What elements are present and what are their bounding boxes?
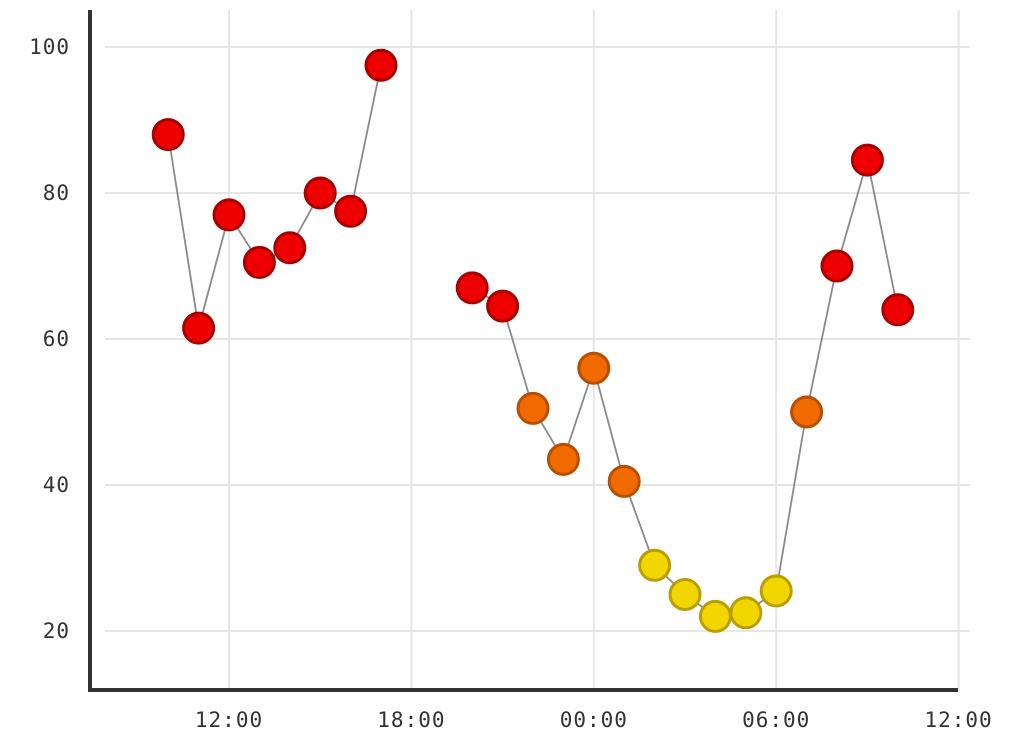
data-point[interactable]: [364, 48, 398, 82]
data-point[interactable]: [151, 118, 185, 152]
data-point[interactable]: [820, 249, 854, 283]
data-point[interactable]: [790, 395, 824, 429]
data-point[interactable]: [546, 442, 580, 476]
data-point[interactable]: [638, 548, 672, 582]
series-lines: [167, 65, 899, 618]
x-tick-label: 06:00: [742, 708, 810, 732]
data-point[interactable]: [607, 464, 641, 498]
data-point[interactable]: [273, 231, 307, 265]
tick-labels: 12:00 18:00 00:00 06:00 12:00 20 40 60 80 100: [29, 35, 992, 732]
x-tick-label: 12:00: [195, 708, 263, 732]
y-tick-label: 20: [43, 619, 70, 643]
data-point[interactable]: [212, 198, 246, 232]
data-point[interactable]: [182, 311, 216, 345]
data-point[interactable]: [881, 293, 915, 327]
data-point[interactable]: [242, 245, 276, 279]
data-point[interactable]: [668, 578, 702, 611]
data-point[interactable]: [850, 143, 884, 177]
series-line-segment-2: [471, 159, 899, 618]
data-point[interactable]: [698, 599, 732, 633]
data-point[interactable]: [729, 596, 763, 630]
data-point[interactable]: [486, 289, 520, 323]
data-point[interactable]: [759, 574, 793, 608]
y-tick-label: 100: [29, 35, 70, 59]
data-point[interactable]: [455, 271, 489, 305]
data-point[interactable]: [577, 351, 611, 385]
data-points: [151, 48, 915, 633]
axes: [88, 10, 958, 692]
y-tick-label: 80: [43, 181, 70, 205]
y-tick-label: 40: [43, 473, 70, 497]
x-tick-label: 12:00: [924, 708, 992, 732]
grid: [105, 10, 970, 690]
data-point[interactable]: [334, 194, 368, 228]
data-point[interactable]: [303, 176, 337, 210]
x-tick-label: 18:00: [377, 708, 445, 732]
y-tick-label: 60: [43, 327, 70, 351]
x-tick-label: 00:00: [560, 708, 628, 732]
data-point[interactable]: [516, 391, 550, 425]
